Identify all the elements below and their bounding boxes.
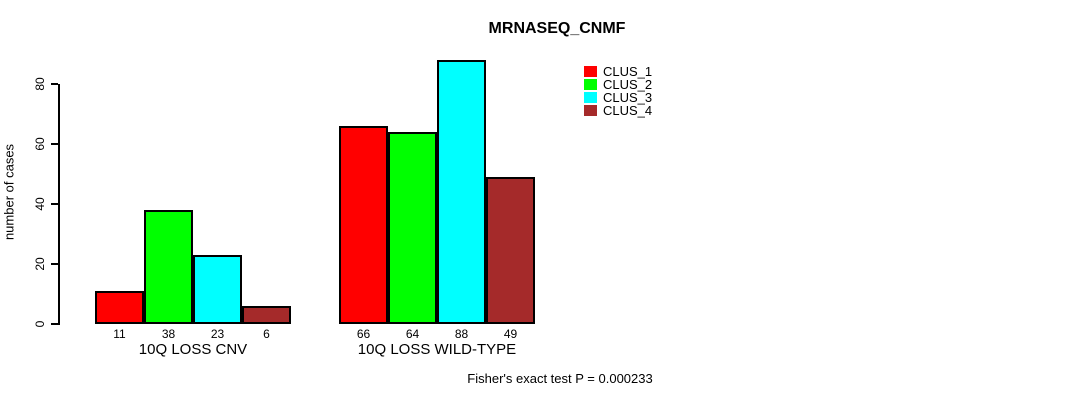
y-tick-mark bbox=[51, 203, 58, 205]
bar-value-label: 38 bbox=[161, 327, 176, 341]
legend: CLUS_1 CLUS_2 CLUS_3 CLUS_4 bbox=[584, 65, 652, 117]
bar-clus_1-group-1 bbox=[339, 126, 388, 324]
legend-item: CLUS_4 bbox=[584, 104, 652, 117]
y-tick-label: 80 bbox=[33, 77, 47, 91]
bar-clus_2-group-1 bbox=[388, 132, 437, 324]
bar-value-label: 66 bbox=[356, 327, 371, 341]
bar-value-label: 11 bbox=[113, 327, 126, 341]
bar-clus_2-group-0 bbox=[144, 210, 193, 324]
legend-swatch-clus-4 bbox=[584, 105, 597, 116]
bar-value-label: 49 bbox=[503, 327, 518, 341]
bar-clus_4-group-1 bbox=[486, 177, 535, 324]
bar-clus_1-group-0 bbox=[95, 291, 144, 324]
y-tick-label: 60 bbox=[33, 137, 47, 151]
category-label-10q-loss-wild-type: 10Q LOSS WILD-TYPE bbox=[357, 341, 517, 358]
bar-value-label: 64 bbox=[405, 327, 420, 341]
y-tick-label: 20 bbox=[33, 257, 47, 271]
bar-clus_3-group-0 bbox=[193, 255, 242, 324]
bar-value-label: 6 bbox=[263, 327, 270, 341]
bar-clus_3-group-1 bbox=[437, 60, 486, 324]
legend-item: CLUS_1 bbox=[584, 65, 652, 78]
legend-item: CLUS_2 bbox=[584, 78, 652, 91]
y-tick-mark bbox=[51, 143, 58, 145]
y-axis-label: number of cases bbox=[1, 143, 17, 241]
bar-value-label: 23 bbox=[210, 327, 225, 341]
y-tick-mark bbox=[51, 83, 58, 85]
y-tick-label: 40 bbox=[33, 197, 47, 211]
y-tick-mark bbox=[51, 263, 58, 265]
y-tick-mark bbox=[51, 323, 58, 325]
legend-label: CLUS_3 bbox=[603, 90, 653, 105]
bar-value-label: 88 bbox=[454, 327, 469, 341]
y-axis-line bbox=[58, 84, 60, 325]
legend-swatch-clus-1 bbox=[584, 66, 597, 77]
legend-item: CLUS_3 bbox=[584, 91, 652, 104]
legend-label: CLUS_1 bbox=[603, 64, 653, 79]
bar-clus_4-group-0 bbox=[242, 306, 291, 324]
chart-title: MRNASEQ_CNMF bbox=[488, 20, 626, 37]
legend-label: CLUS_2 bbox=[603, 77, 653, 92]
legend-swatch-clus-3 bbox=[584, 92, 597, 103]
legend-swatch-clus-2 bbox=[584, 79, 597, 90]
fisher-test-annotation: Fisher's exact test P = 0.000233 bbox=[467, 371, 653, 386]
category-label-10q-loss-cnv: 10Q LOSS CNV bbox=[138, 341, 248, 358]
legend-label: CLUS_4 bbox=[603, 103, 653, 118]
y-tick-label: 0 bbox=[33, 320, 47, 328]
